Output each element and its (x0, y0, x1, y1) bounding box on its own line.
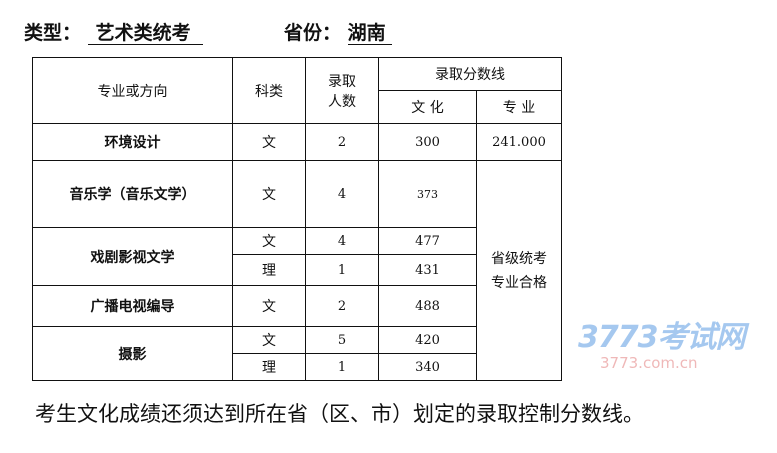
merged-specialty-cell: 省级统考 专业合格 (476, 160, 562, 381)
admit-count-line-2: 人数 (328, 93, 356, 110)
count-cell: 2 (305, 285, 379, 327)
province-value: 湖南 (347, 22, 392, 45)
category-cell: 理 (232, 353, 306, 381)
table-row: 音乐学（音乐文学） 文 4 373 省级统考专业合格 (32, 160, 562, 381)
type-label: 类型： (24, 22, 82, 44)
category-cell: 文 (232, 326, 306, 354)
category-cell: 理 (232, 254, 306, 286)
table-row: 戏剧影视文学 文 4 477 (32, 227, 562, 286)
count-cell: 4 (305, 160, 379, 228)
province-label: 省份： (284, 22, 342, 44)
merged-specialty-line-2: 专业合格 (491, 274, 547, 291)
province-field: 省份： 湖南 (284, 18, 392, 45)
major-cell: 环境设计 (32, 123, 233, 161)
count-cell: 1 (305, 254, 379, 286)
table-row: 理 1 431 (33, 254, 562, 286)
count-cell: 5 (305, 326, 379, 354)
count-cell: 4 (305, 227, 379, 255)
header-specialty: 专 业 (476, 90, 562, 124)
table-row: 广播电视编导 文 2 488 (32, 285, 562, 327)
major-cell: 音乐学（音乐文学） (32, 160, 233, 228)
header-category: 科类 (232, 57, 306, 124)
major-cell: 戏剧影视文学 (32, 227, 233, 286)
culture-score-cell: 340 (378, 353, 477, 381)
major-cell: 广播电视编导 (32, 285, 233, 327)
watermark-logo: 3773考试网 (578, 320, 745, 355)
category-cell: 文 (232, 227, 306, 255)
count-cell: 2 (305, 123, 379, 161)
table-row: 环境设计 文 2 300 241.000 (32, 123, 562, 161)
header-culture: 文 化 (378, 90, 477, 124)
admit-count-line-1: 录取 (328, 73, 356, 90)
category-cell: 文 (232, 285, 306, 327)
culture-score-cell: 300 (378, 123, 477, 161)
type-field: 类型： 艺术类统考 (24, 18, 203, 45)
header-major: 专业或方向 (32, 57, 233, 124)
category-cell: 文 (232, 160, 306, 228)
culture-score-cell: 420 (378, 326, 477, 354)
merged-specialty-line-1: 省级统考 (491, 250, 547, 267)
count-cell: 1 (305, 353, 379, 381)
table-row: 理 1 340 (33, 353, 562, 381)
culture-score-cell: 488 (378, 285, 477, 327)
culture-score-cell: 373 (378, 160, 477, 228)
header-score-line: 录取分数线 (378, 57, 562, 91)
table-row: 摄影 文 5 420 (32, 326, 562, 381)
culture-score-cell: 431 (378, 254, 477, 286)
category-cell: 文 (232, 123, 306, 161)
header-admit-count: 录取 人数 (305, 57, 379, 124)
footer-note: 考生文化成绩还须达到所在省（区、市）划定的录取控制分数线。 (35, 402, 644, 426)
major-cell: 摄影 (32, 326, 233, 381)
culture-score-cell: 477 (378, 227, 477, 255)
admission-score-table: 专业或方向 科类 录取人数 录取分数线 文 化 专 业 环境设计 文 2 300… (32, 57, 562, 381)
type-value: 艺术类统考 (87, 22, 203, 45)
specialty-score-cell: 241.000 (476, 123, 562, 161)
watermark-url: 3773.com.cn (600, 354, 698, 372)
